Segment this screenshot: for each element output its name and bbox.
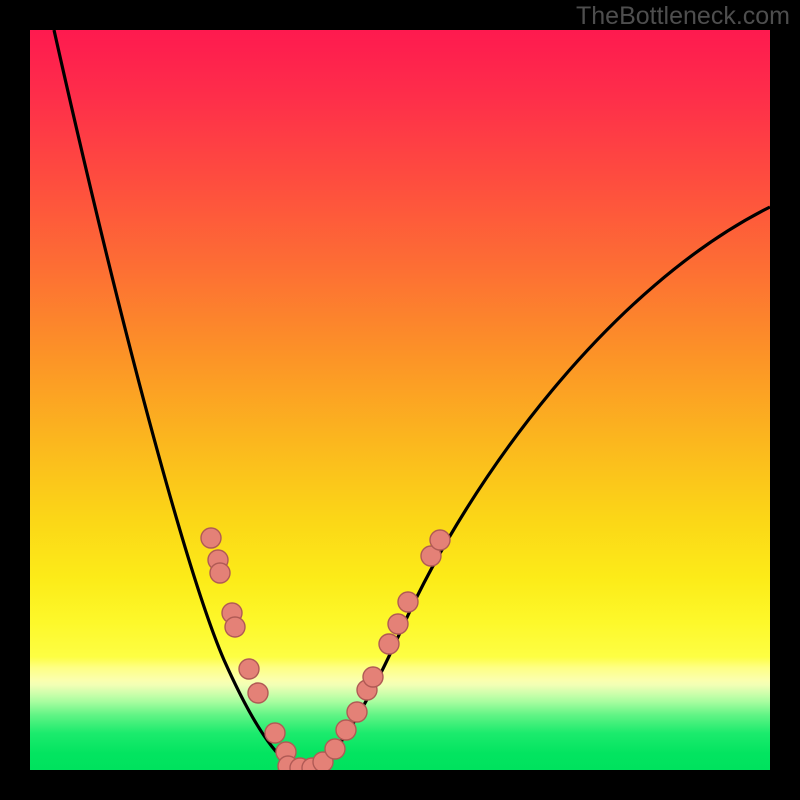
data-point xyxy=(379,634,399,654)
gradient-background xyxy=(30,30,770,770)
data-point xyxy=(325,739,345,759)
watermark-text: TheBottleneck.com xyxy=(576,2,790,31)
data-point xyxy=(398,592,418,612)
data-point xyxy=(239,659,259,679)
chart-container: TheBottleneck.com xyxy=(0,0,800,800)
bottleneck-chart xyxy=(0,0,800,800)
data-point xyxy=(363,667,383,687)
data-point xyxy=(388,614,408,634)
data-point xyxy=(347,702,367,722)
data-point xyxy=(248,683,268,703)
data-point xyxy=(430,530,450,550)
data-point xyxy=(265,723,285,743)
data-point xyxy=(201,528,221,548)
data-point xyxy=(210,563,230,583)
data-point xyxy=(336,720,356,740)
data-point xyxy=(225,617,245,637)
